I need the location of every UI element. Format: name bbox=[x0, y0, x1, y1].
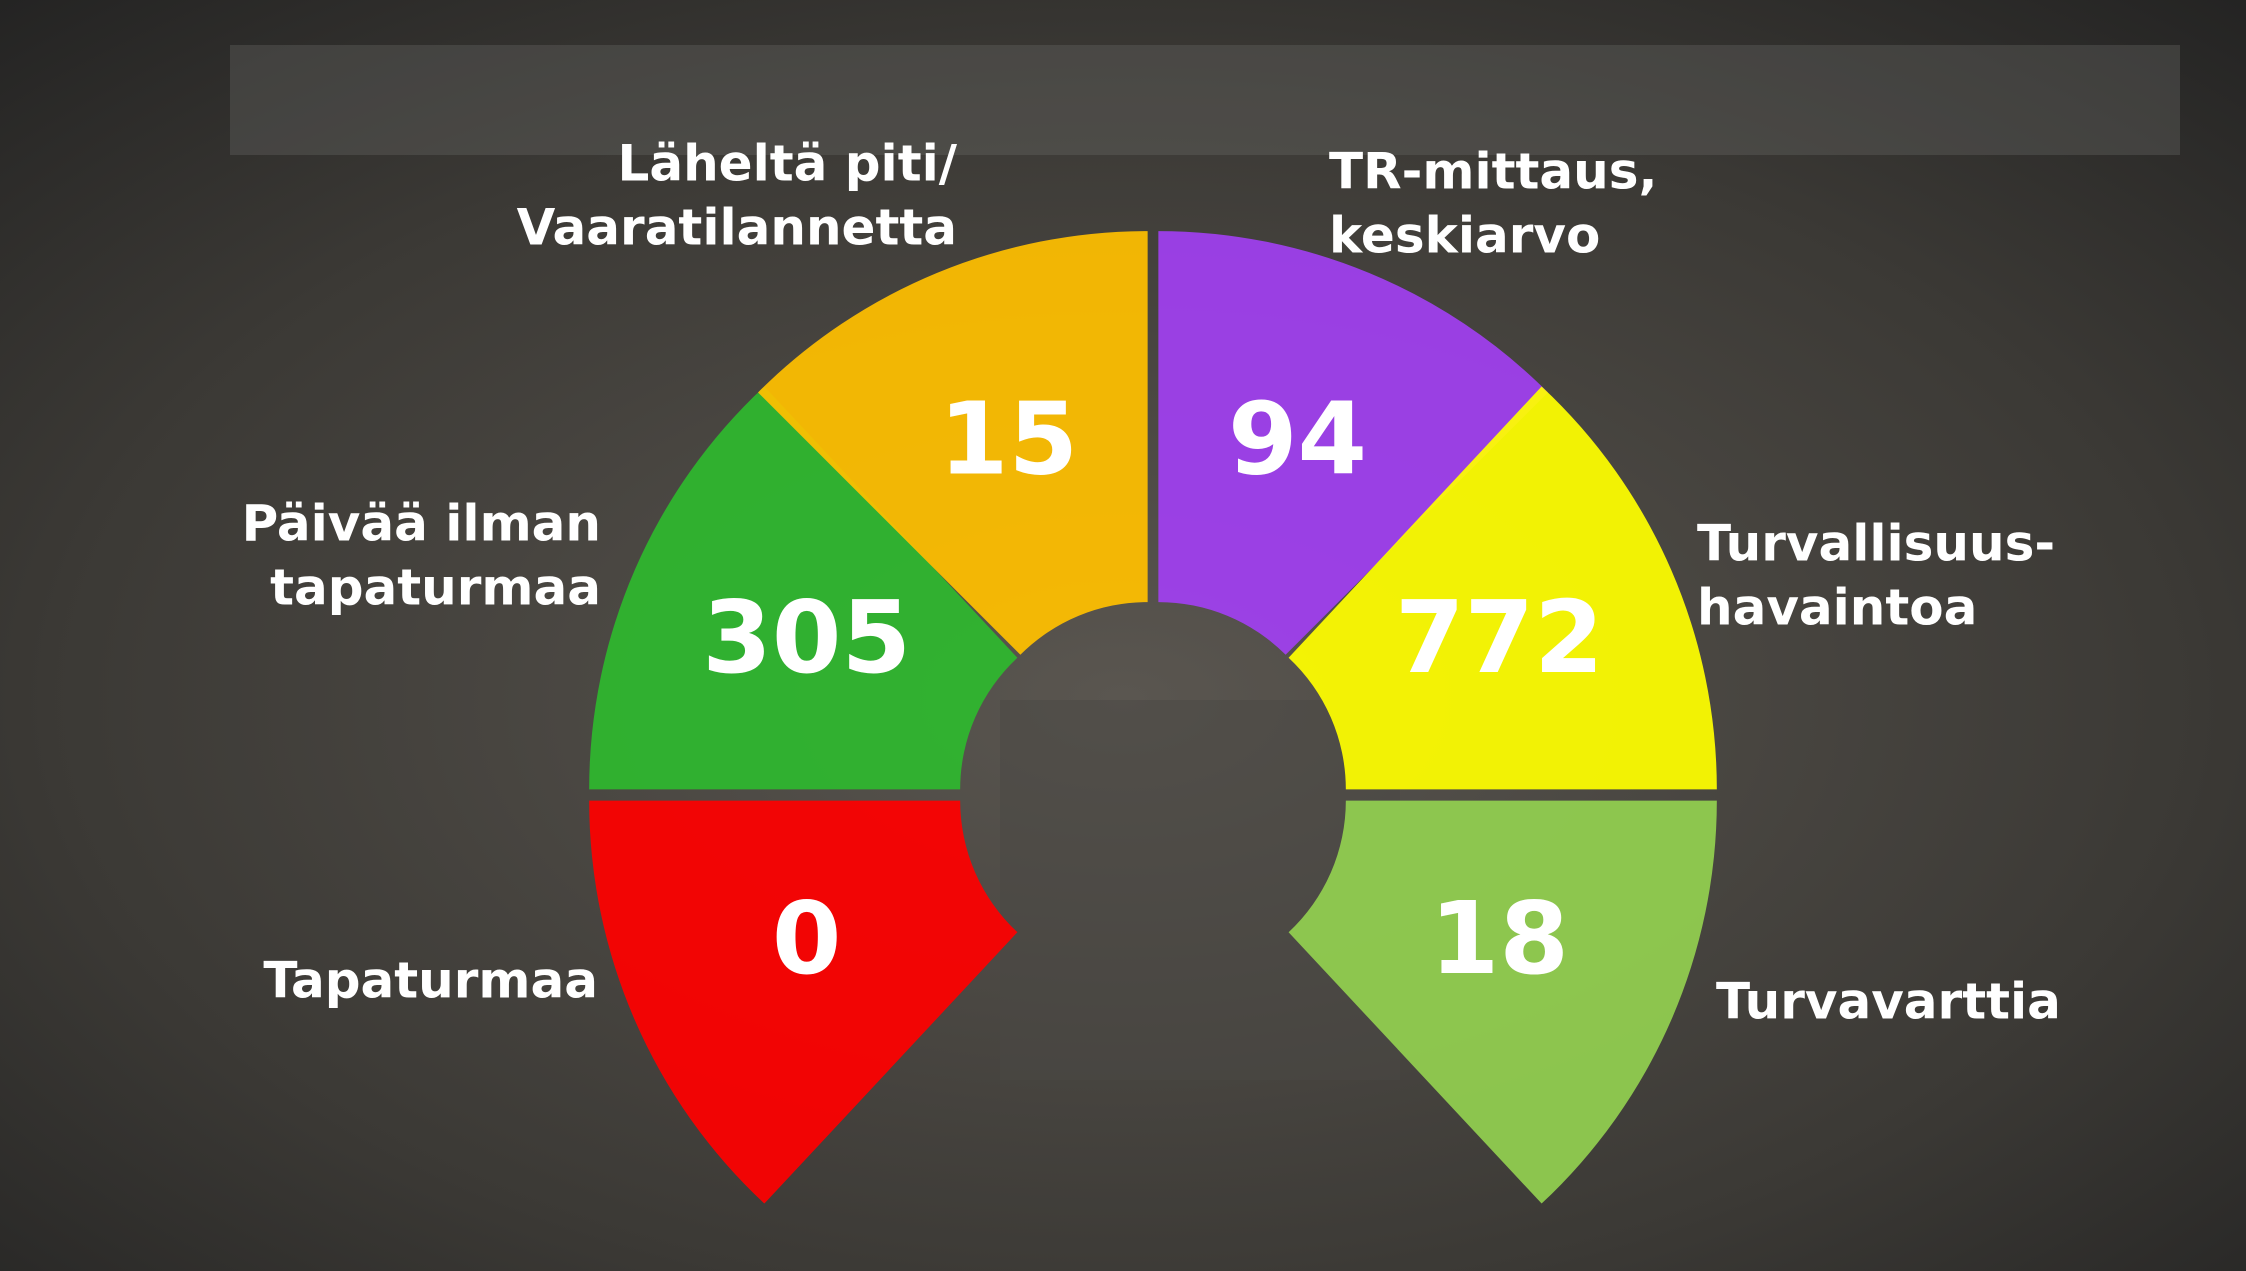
segment-value: 305 bbox=[702, 579, 911, 696]
segment-label: keskiarvo bbox=[1329, 207, 1600, 265]
segment-label: tapaturmaa bbox=[270, 559, 601, 617]
segment-label: Läheltä piti/ bbox=[617, 135, 957, 193]
segment-label: Tapaturmaa bbox=[263, 952, 598, 1010]
crane-silhouette bbox=[230, 45, 2180, 155]
dashboard: 0 Tapaturmaa 305 Päivää ilman tapaturmaa 15 Lä… bbox=[0, 0, 2246, 1271]
segment-label: TR-mittaus, bbox=[1329, 143, 1658, 201]
segment-label: Turvavarttia bbox=[1716, 973, 2061, 1031]
segment-label: Päivää ilman bbox=[242, 495, 601, 553]
segment-value: 0 bbox=[772, 880, 842, 997]
segment-label: Turvallisuus- bbox=[1697, 515, 2055, 573]
segment-value: 94 bbox=[1228, 380, 1367, 497]
segment-value: 18 bbox=[1430, 880, 1569, 997]
segment-label: havaintoa bbox=[1697, 579, 1977, 637]
segment-value: 772 bbox=[1395, 579, 1604, 696]
segment-value: 15 bbox=[939, 380, 1078, 497]
segment-label: Vaaratilannetta bbox=[517, 199, 957, 257]
page: 0 Tapaturmaa 305 Päivää ilman tapaturmaa 15 Lä… bbox=[0, 0, 2246, 1271]
